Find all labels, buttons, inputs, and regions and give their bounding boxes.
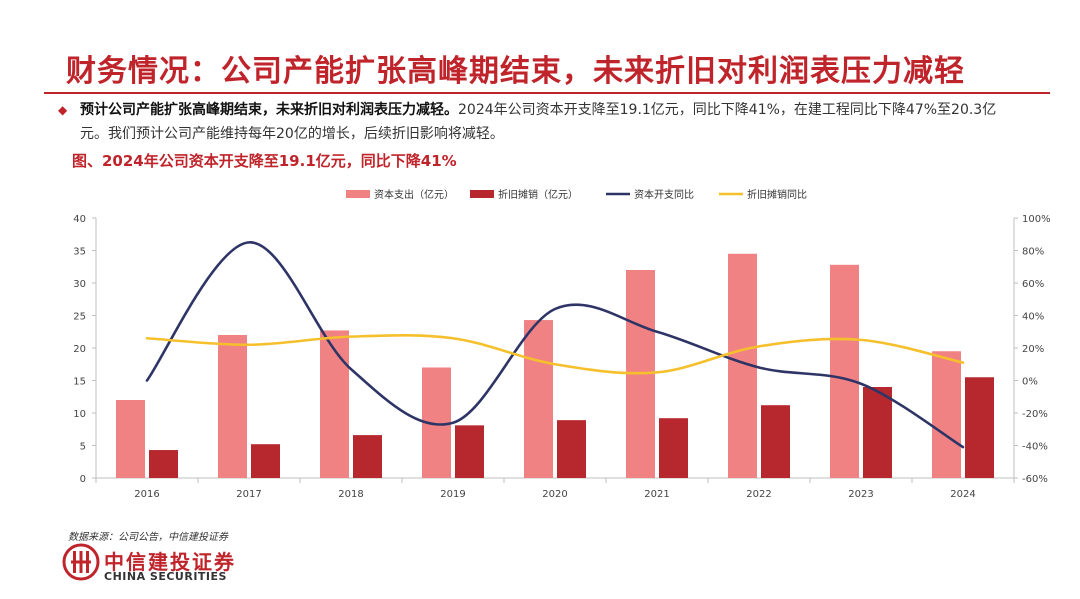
legend-label: 折旧摊销同比: [747, 188, 807, 201]
summary-bullet: ◆ 预计公司产能扩张高峰期结束，未来折旧对利润表压力减轻。2024年公司资本开支…: [58, 98, 1018, 146]
summary-body-text: 2024年公司资本开支降至19.1亿元，同比下降41%，在建工程同比下降47%至…: [80, 102, 997, 142]
capex-bar: [218, 335, 247, 478]
depreciation-bar: [455, 425, 484, 478]
depreciation-bar: [557, 420, 586, 478]
logo-english-name: CHINA SECURITIES: [104, 570, 227, 583]
y-right-tick-label: -40%: [1022, 442, 1048, 453]
summary-bold-text: 预计公司产能扩张高峰期结束，未来折旧对利润表压力减轻。: [80, 102, 458, 118]
x-tick-label: 2022: [746, 489, 771, 500]
y-right-tick-label: 80%: [1022, 247, 1044, 258]
capex-bar: [830, 264, 859, 478]
page-title: 财务情况：公司产能扩张高峰期结束，未来折旧对利润表压力减轻: [66, 54, 965, 89]
x-tick-label: 2017: [236, 489, 261, 500]
capex-depreciation-chart: 0 5 10 15 20 25 30 35 40 -60% -40% -20% 0% 20% 40% 60% 8…: [73, 188, 1051, 500]
capex-bar: [524, 320, 553, 478]
logo-chinese-name: 中信建投证券: [104, 550, 236, 574]
depreciation-bar: [251, 444, 280, 478]
y-right-tick-label: -60%: [1022, 474, 1048, 485]
depreciation-bar: [149, 450, 178, 478]
y-right-tick-label: 20%: [1022, 344, 1044, 355]
x-tick-label: 2018: [338, 489, 363, 500]
y-left-tick-label: 10: [73, 409, 86, 420]
depreciation-bar: [353, 435, 382, 478]
y-left-tick-label: 30: [73, 279, 86, 290]
legend-swatch: [346, 190, 370, 198]
depreciation-bar: [659, 418, 688, 478]
depreciation-bar: [761, 405, 790, 478]
legend-label: 资本支出（亿元）: [374, 188, 454, 201]
y-left-tick-label: 25: [73, 312, 86, 323]
x-tick-label: 2019: [440, 489, 465, 500]
capex-bar: [116, 400, 145, 478]
x-tick-label: 2020: [542, 489, 567, 500]
y-left-tick-label: 40: [73, 214, 86, 225]
y-left-tick-label: 5: [80, 442, 86, 453]
y-right-tick-label: -20%: [1022, 409, 1048, 420]
legend-swatch: [470, 190, 494, 198]
title-underline: [44, 92, 1050, 94]
summary-text: 预计公司产能扩张高峰期结束，未来折旧对利润表压力减轻。2024年公司资本开支降至…: [58, 98, 1018, 146]
diamond-bullet-icon: ◆: [58, 103, 68, 117]
data-source: 数据来源：公司公告，中信建投证券: [68, 532, 228, 543]
legend-label: 资本开支同比: [634, 188, 694, 201]
y-right-tick-label: 60%: [1022, 279, 1044, 290]
depreciation-bar: [863, 387, 892, 478]
y-right-tick-label: 100%: [1022, 214, 1051, 225]
y-left-tick-label: 15: [73, 377, 86, 388]
y-left-tick-label: 20: [73, 344, 86, 355]
legend-label: 折旧摊销（亿元）: [498, 188, 578, 201]
y-left-tick-label: 0: [80, 474, 86, 485]
x-tick-label: 2024: [950, 489, 975, 500]
depreciation-bar: [965, 377, 994, 478]
citic-logo-icon: [62, 543, 100, 581]
y-right-tick-label: 40%: [1022, 312, 1044, 323]
x-tick-label: 2021: [644, 489, 669, 500]
capex-bar: [932, 351, 961, 478]
depreciation-yoy-line: [145, 334, 965, 375]
x-tick-label: 2023: [848, 489, 873, 500]
x-tick-label: 2016: [134, 489, 159, 500]
capex-bar: [320, 330, 349, 478]
y-right-tick-label: 0%: [1022, 377, 1038, 388]
figure-title: 图、2024年公司资本开支降至19.1亿元，同比下降41%: [72, 152, 457, 170]
capex-yoy-line: [145, 241, 965, 449]
y-left-tick-label: 35: [73, 247, 86, 258]
